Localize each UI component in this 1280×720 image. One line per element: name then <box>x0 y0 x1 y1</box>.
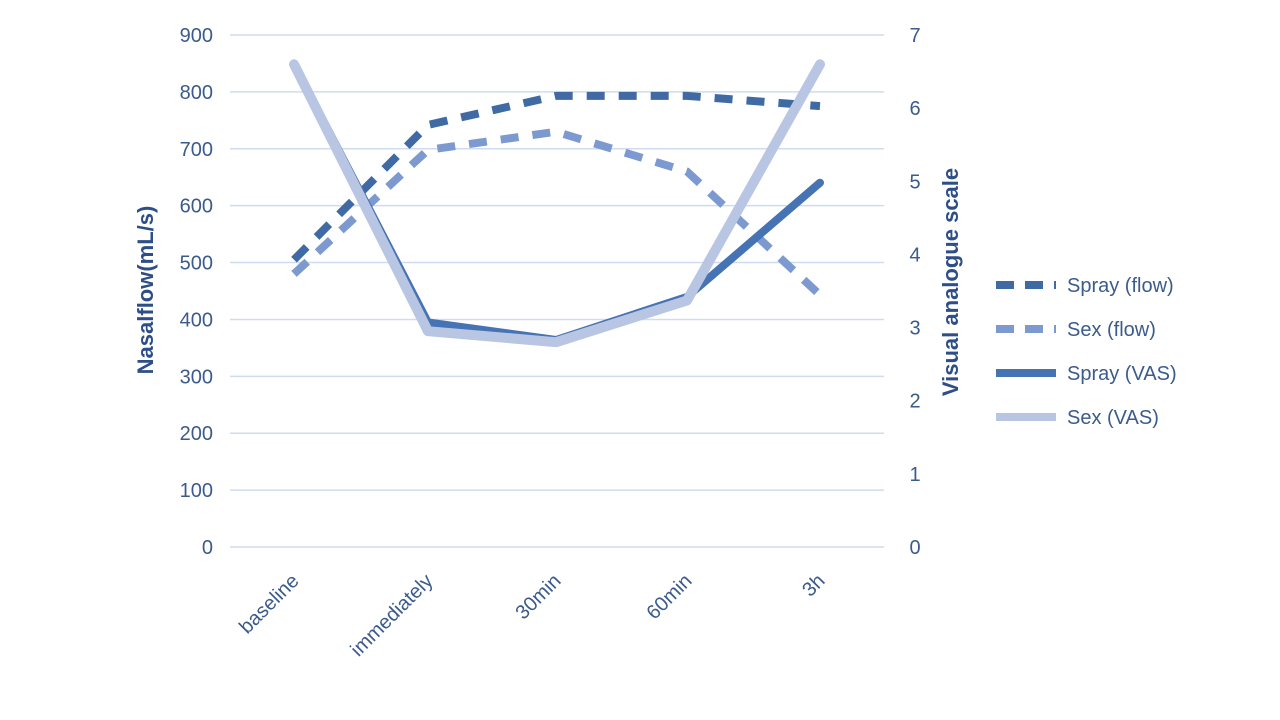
x-tick-label: baseline <box>235 570 303 638</box>
legend-label: Sex (VAS) <box>1067 407 1159 429</box>
x-tick-label: immediately <box>347 570 438 661</box>
left-tick-label: 600 <box>180 196 213 218</box>
legend-entry: Spray (flow) <box>996 275 1174 297</box>
right-axis-tick-labels: 0 1 2 3 4 5 6 7 <box>909 25 920 559</box>
left-tick-label: 700 <box>180 139 213 161</box>
left-tick-label: 200 <box>180 423 213 445</box>
right-tick-label: 2 <box>909 391 920 413</box>
series-line-sex-vas <box>289 59 825 348</box>
series-lines <box>289 59 825 348</box>
right-tick-label: 1 <box>909 464 920 486</box>
right-tick-label: 4 <box>909 244 920 266</box>
x-tick-label: 3h <box>798 570 829 601</box>
legend-entry: Sex (VAS) <box>996 407 1159 429</box>
right-tick-label: 3 <box>909 318 920 340</box>
left-tick-label: 0 <box>202 537 213 559</box>
left-tick-label: 900 <box>180 25 213 47</box>
left-tick-label: 800 <box>180 82 213 104</box>
legend-entry: Sex (flow) <box>996 319 1156 341</box>
x-axis-tick-labels: baseline immediately 30min 60min 3h <box>235 570 829 661</box>
legend-label: Sex (flow) <box>1067 319 1156 341</box>
right-tick-label: 5 <box>909 171 920 193</box>
x-tick-label: 60min <box>642 570 696 624</box>
legend-entry: Spray (VAS) <box>996 363 1177 385</box>
left-tick-label: 400 <box>180 309 213 331</box>
right-tick-label: 0 <box>909 537 920 559</box>
x-tick-label: 30min <box>511 570 565 624</box>
gridlines <box>230 34 884 548</box>
left-tick-label: 100 <box>180 480 213 502</box>
right-tick-label: 7 <box>909 25 920 47</box>
right-axis-title: Visual analogue scale <box>938 168 963 396</box>
legend-label: Spray (VAS) <box>1067 363 1177 385</box>
right-tick-label: 6 <box>909 98 920 120</box>
left-tick-label: 300 <box>180 366 213 388</box>
legend: Spray (flow) Sex (flow) Spray (VAS) Sex (VA… <box>996 275 1177 429</box>
left-tick-label: 500 <box>180 253 213 275</box>
left-axis-title: Nasalflow(mL/s) <box>133 206 158 375</box>
left-axis-tick-labels: 0 100 200 300 400 500 600 700 800 900 <box>180 25 213 559</box>
series-line-spray-flow <box>291 91 821 263</box>
legend-label: Spray (flow) <box>1067 275 1174 297</box>
